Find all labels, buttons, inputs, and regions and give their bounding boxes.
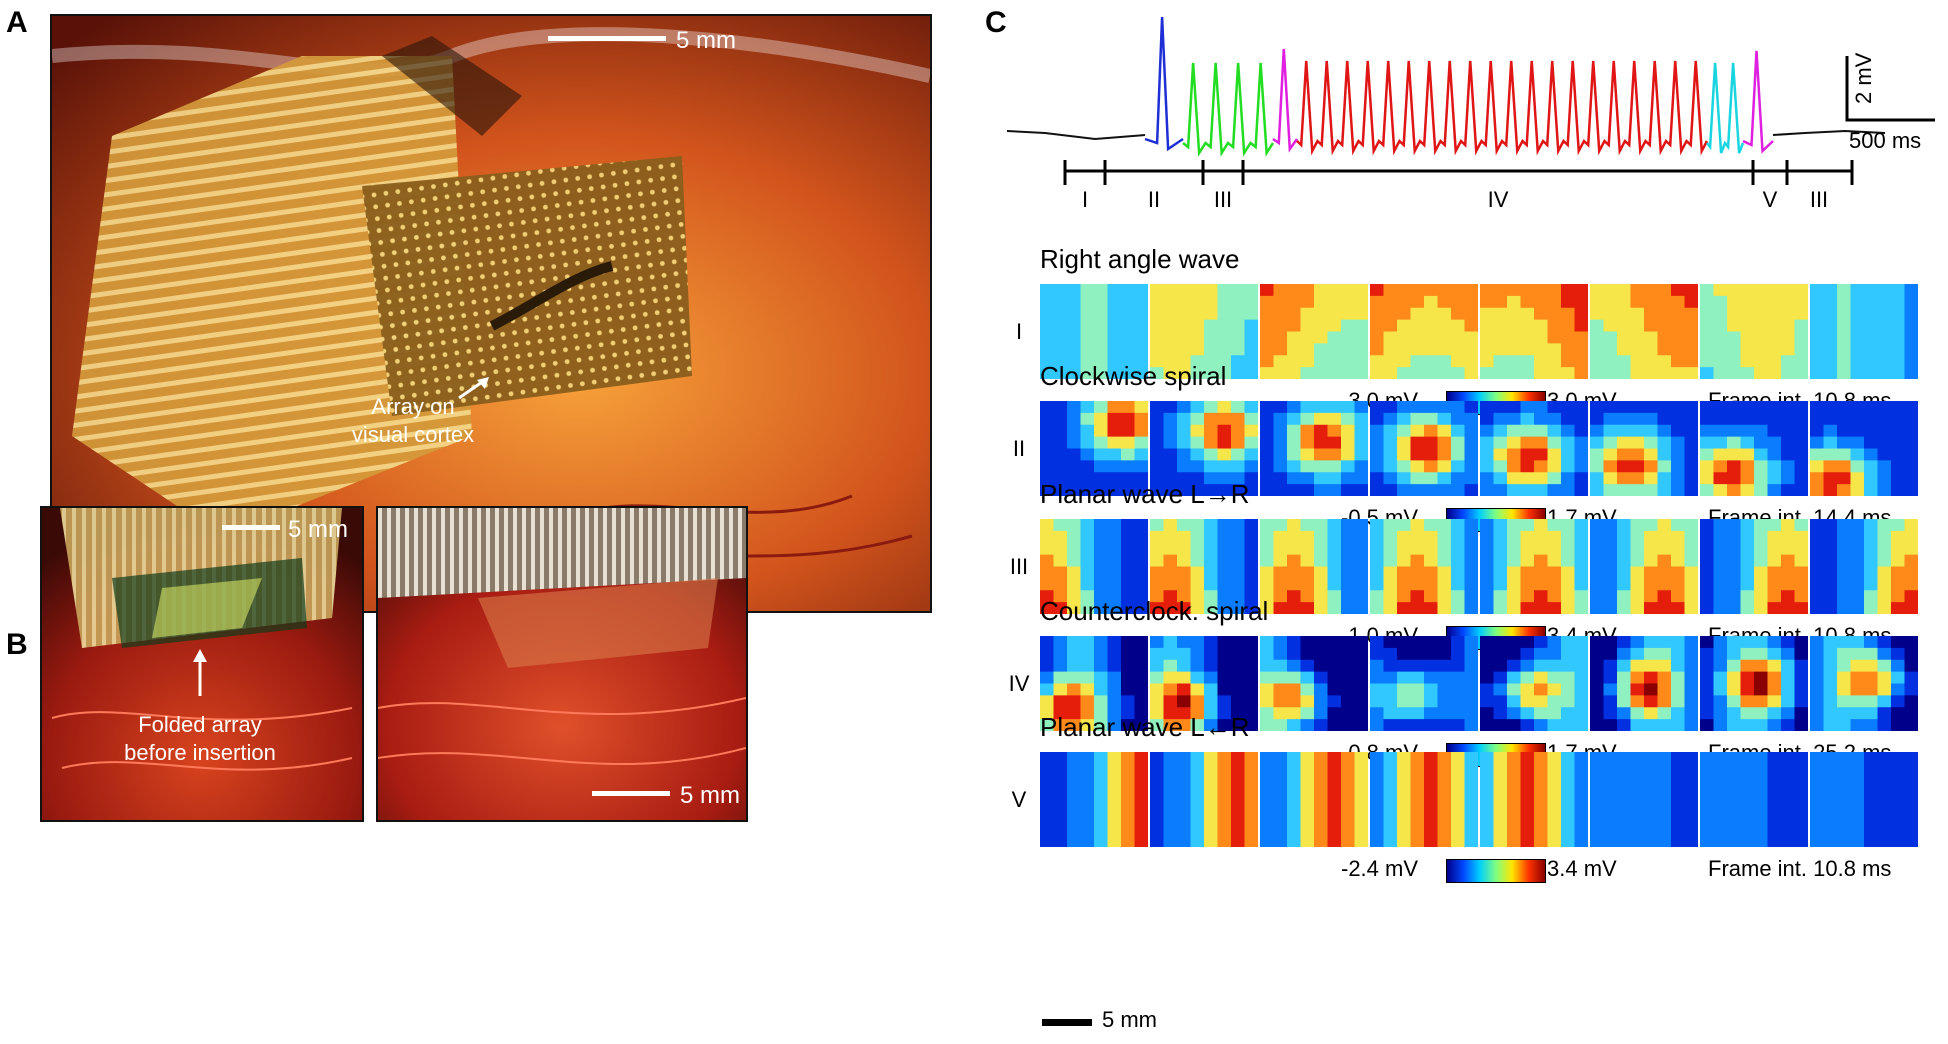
heatmap-frame [1040,401,1149,497]
heatmap-frame [1700,284,1809,380]
scale-bar-b-left [222,525,280,530]
heatmap-frame [1480,519,1589,615]
row-number-1: I [1015,319,1023,344]
heatmap-frame [1590,519,1699,615]
row-title-1: Right angle wave [1040,244,1240,274]
segment-label-2: II [1148,187,1160,212]
segment-label-4: IV [1488,187,1509,212]
heatmap-frame [1480,284,1589,380]
callout-array-cortex: Array on visual cortex [348,393,478,448]
frame-interval: Frame int. 10.8 ms [1708,856,1892,881]
heatmap-frame [1370,401,1479,497]
callout-array-line1: Array on [371,394,455,419]
row-number-5: V [1011,787,1027,812]
segment-label-5: V [1763,187,1778,212]
colorbar-max: 3.4 mV [1547,856,1617,881]
scale-label-a: 5 mm [676,27,736,54]
panel-letter-a: A [6,6,28,39]
heatmap-frame [1700,519,1809,615]
row-number-4: IV [1008,671,1030,696]
trace-scale-time: 500 ms [1849,128,1921,153]
scale-bar-b-right [592,791,670,796]
heatmap-frame [1700,752,1809,848]
heatmap-frame [1040,752,1149,848]
callout-folded-line1: Folded array [138,712,262,737]
heatmap-frame [1370,752,1479,848]
heatmap-frame [1150,284,1259,380]
segment-label-3: III [1214,187,1232,212]
heatmap-frame [1150,519,1259,615]
colorbar-min: -2.4 mV [1341,856,1419,881]
arrow-up-icon-b [193,649,207,696]
frame-scale-label: 5 mm [1102,1007,1157,1032]
heatmap-frame [1590,284,1699,380]
heatmap-frame [1590,752,1699,848]
heatmap-frame [1260,284,1369,380]
heatmap-frame [1700,636,1809,732]
heatmap-frame [1810,519,1919,615]
segment-label-6: III [1810,187,1828,212]
heatmap-frame [1260,401,1369,497]
heatmap-frame [1370,284,1479,380]
heatmap-frame [1040,636,1149,732]
heatmap-frame [1480,752,1589,848]
heatmap-frame [1370,519,1479,615]
heatmap-frame [1260,636,1369,732]
segment-label-1: I [1082,187,1088,212]
heatmap-frame [1040,284,1149,380]
scale-bar-a [548,36,666,41]
row-number-2: II [1012,436,1026,461]
row-title-4: Counterclock. spiral [1040,596,1269,626]
panel-letter-c: C [985,6,1007,39]
heatmap-frame [1480,401,1589,497]
inserted-array-photo [376,506,748,822]
folded-array-photo [40,506,364,822]
row-title-2: Clockwise spiral [1040,361,1227,391]
row-title-5: Planar wave L←R [1040,712,1250,742]
heatmap-frame [1150,752,1259,848]
arrow-icon-a [458,377,489,400]
heatmap-frame [1260,519,1369,615]
heatmap-frame [1810,401,1919,497]
heatmap-frame [1700,401,1809,497]
callout-folded-array: Folded array before insertion [100,711,300,766]
heatmap-frame [1150,401,1259,497]
heatmap-frame [1590,401,1699,497]
heatmap-frame [1370,636,1479,732]
row-title-3: Planar wave L→R [1040,479,1250,509]
scale-label-b-left: 5 mm [288,516,348,543]
heatmap-frame [1150,636,1259,732]
callout-array-line2: visual cortex [351,421,475,447]
heatmap-frame [1810,284,1919,380]
heatmap-frame [1590,636,1699,732]
heatmap-frame [1260,752,1369,848]
heatmap-frame [1040,519,1149,615]
scale-label-b-right: 5 mm [680,782,740,809]
frame-scale-bar [1042,1019,1092,1026]
heatmap-frame [1810,752,1919,848]
heatmap-frame [1480,636,1589,732]
colorbar [1446,859,1546,883]
row-number-3: III [1009,554,1029,579]
heatmap-frame [1810,636,1919,732]
panel-letter-b: B [6,628,28,661]
callout-folded-line2: before insertion [124,739,276,765]
trace-scale-voltage: 2 mV [1851,52,1876,104]
